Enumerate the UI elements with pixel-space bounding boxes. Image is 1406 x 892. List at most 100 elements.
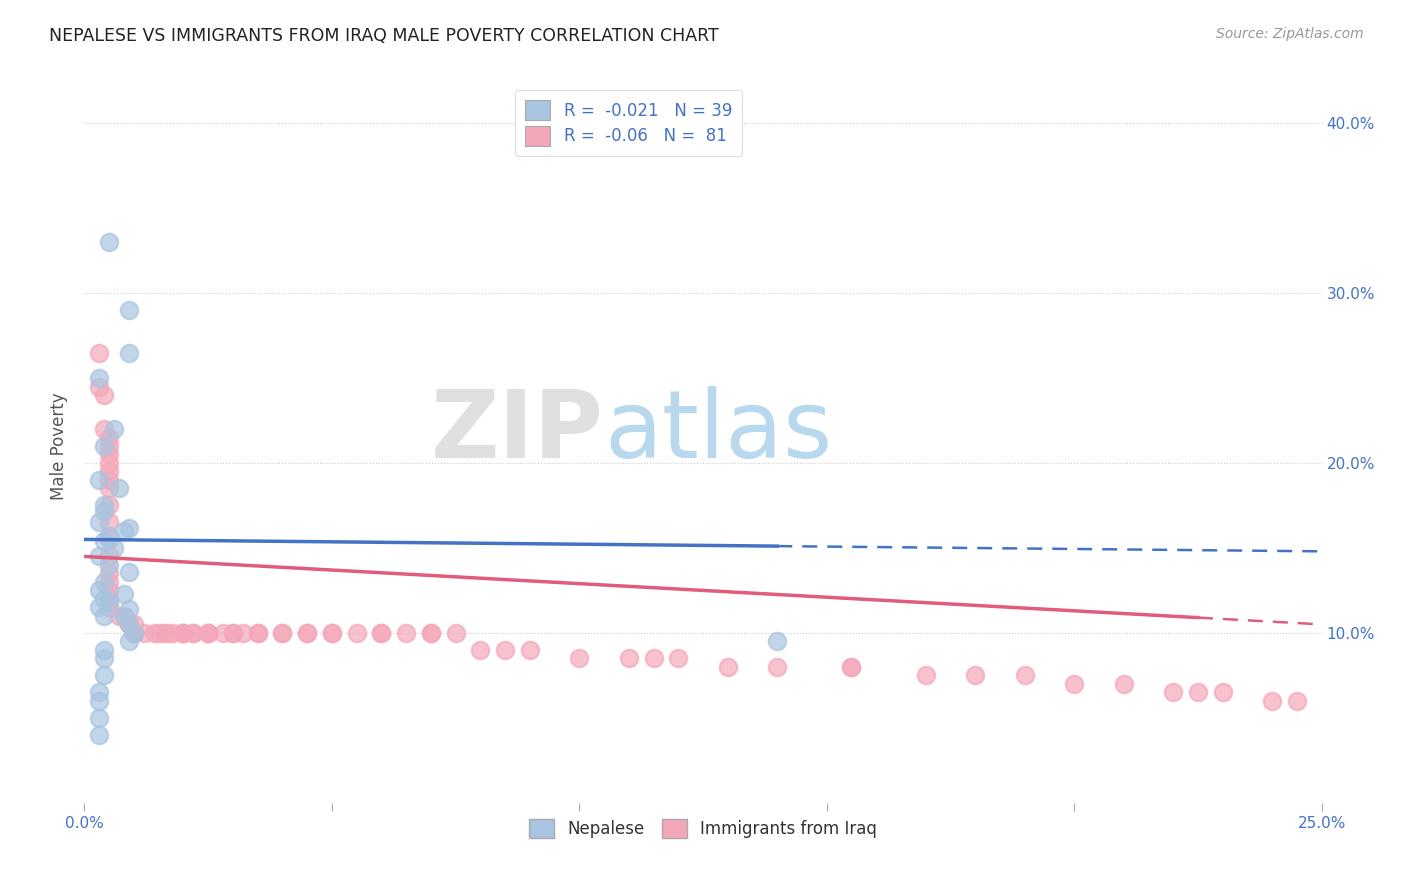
- Point: [98, 448, 121, 462]
- Point: [89, 694, 111, 708]
- Point: [98, 482, 121, 496]
- Point: [172, 626, 194, 640]
- Point: [93, 388, 115, 402]
- Point: [246, 626, 269, 640]
- Point: [93, 574, 115, 589]
- Point: [89, 371, 111, 385]
- Point: [89, 583, 111, 598]
- Point: [295, 626, 318, 640]
- Point: [98, 574, 121, 589]
- Point: [93, 499, 115, 513]
- Point: [98, 465, 121, 479]
- Point: [157, 626, 180, 640]
- Point: [1212, 685, 1234, 699]
- Y-axis label: Male Poverty: Male Poverty: [51, 392, 69, 500]
- Point: [98, 591, 121, 606]
- Point: [98, 439, 121, 453]
- Point: [419, 626, 441, 640]
- Point: [112, 608, 135, 623]
- Point: [98, 583, 121, 598]
- Point: [232, 626, 254, 640]
- Point: [444, 626, 467, 640]
- Point: [89, 685, 111, 699]
- Point: [370, 626, 392, 640]
- Text: ZIP: ZIP: [432, 385, 605, 478]
- Point: [1187, 685, 1209, 699]
- Point: [162, 626, 184, 640]
- Point: [181, 626, 204, 640]
- Point: [89, 711, 111, 725]
- Point: [98, 529, 121, 543]
- Point: [93, 534, 115, 549]
- Text: Source: ZipAtlas.com: Source: ZipAtlas.com: [1216, 27, 1364, 41]
- Point: [212, 626, 235, 640]
- Point: [519, 643, 541, 657]
- Point: [118, 617, 141, 632]
- Point: [197, 626, 219, 640]
- Point: [112, 608, 135, 623]
- Point: [717, 660, 740, 674]
- Point: [98, 600, 121, 615]
- Point: [89, 600, 111, 615]
- Point: [98, 549, 121, 564]
- Point: [103, 422, 125, 436]
- Legend: Nepalese, Immigrants from Iraq: Nepalese, Immigrants from Iraq: [523, 812, 883, 845]
- Point: [841, 660, 863, 674]
- Point: [89, 473, 111, 487]
- Point: [148, 626, 170, 640]
- Point: [197, 626, 219, 640]
- Point: [93, 651, 115, 665]
- Point: [122, 626, 145, 640]
- Point: [122, 626, 145, 640]
- Point: [103, 541, 125, 555]
- Point: [89, 728, 111, 742]
- Point: [965, 668, 987, 682]
- Point: [93, 608, 115, 623]
- Point: [118, 345, 141, 359]
- Point: [93, 643, 115, 657]
- Point: [1261, 694, 1284, 708]
- Text: NEPALESE VS IMMIGRANTS FROM IRAQ MALE POVERTY CORRELATION CHART: NEPALESE VS IMMIGRANTS FROM IRAQ MALE PO…: [49, 27, 718, 45]
- Point: [766, 660, 789, 674]
- Point: [494, 643, 516, 657]
- Point: [98, 456, 121, 470]
- Point: [271, 626, 294, 640]
- Point: [98, 235, 121, 249]
- Point: [118, 520, 141, 534]
- Point: [666, 651, 689, 665]
- Point: [246, 626, 269, 640]
- Point: [108, 608, 131, 623]
- Point: [395, 626, 418, 640]
- Point: [1112, 677, 1135, 691]
- Point: [98, 473, 121, 487]
- Point: [108, 482, 131, 496]
- Point: [132, 626, 155, 640]
- Point: [346, 626, 368, 640]
- Point: [142, 626, 165, 640]
- Point: [643, 651, 665, 665]
- Point: [1014, 668, 1036, 682]
- Point: [89, 379, 111, 393]
- Point: [98, 430, 121, 444]
- Point: [93, 668, 115, 682]
- Point: [118, 565, 141, 579]
- Point: [98, 558, 121, 572]
- Text: atlas: atlas: [605, 385, 832, 478]
- Point: [93, 503, 115, 517]
- Point: [295, 626, 318, 640]
- Point: [152, 626, 174, 640]
- Point: [98, 533, 121, 547]
- Point: [98, 516, 121, 530]
- Point: [118, 617, 141, 632]
- Point: [1285, 694, 1308, 708]
- Point: [172, 626, 194, 640]
- Point: [321, 626, 343, 640]
- Point: [197, 626, 219, 640]
- Point: [118, 634, 141, 648]
- Point: [93, 439, 115, 453]
- Point: [93, 422, 115, 436]
- Point: [841, 660, 863, 674]
- Point: [419, 626, 441, 640]
- Point: [370, 626, 392, 640]
- Point: [122, 626, 145, 640]
